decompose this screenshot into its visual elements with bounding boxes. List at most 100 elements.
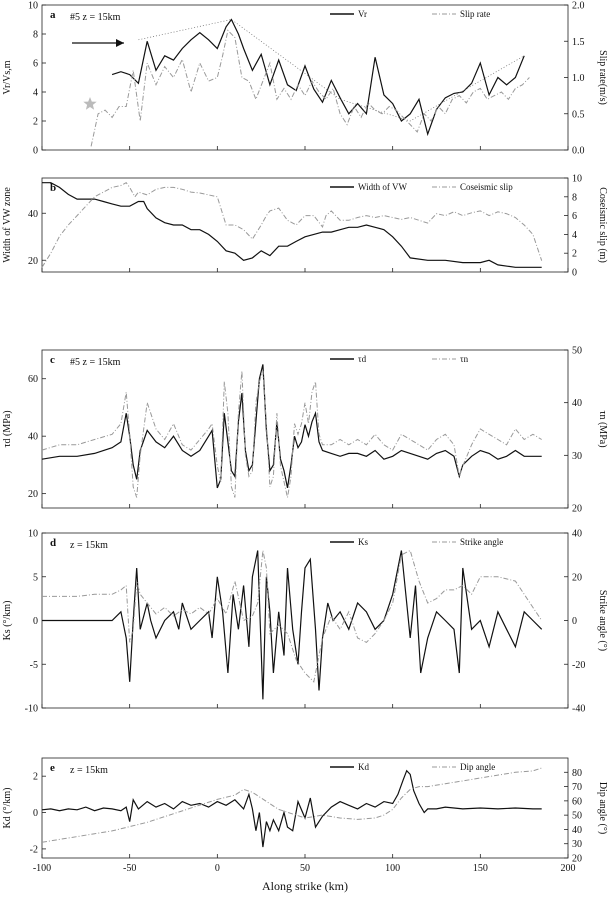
series-line-primary xyxy=(41,364,542,489)
x-tick-label: 150 xyxy=(473,863,488,874)
y-axis-label-right: Slip rate(m/s) xyxy=(597,50,608,105)
plot-frame xyxy=(41,4,569,151)
legend-label: Width of VW xyxy=(358,182,407,192)
left-tick-label: 10 xyxy=(28,1,38,12)
left-tick-label: 20 xyxy=(28,256,38,267)
left-tick-label: 40 xyxy=(28,432,38,443)
right-tick-label: -20 xyxy=(572,660,585,671)
series-line-primary xyxy=(111,18,525,137)
panel-annotation: z = 15km xyxy=(70,765,108,776)
right-tick-label: 1.5 xyxy=(572,37,585,48)
series-line-secondary xyxy=(41,182,543,268)
right-tick-label: 50 xyxy=(572,811,582,822)
left-tick-label: 20 xyxy=(28,489,38,500)
panel-letter: d xyxy=(50,537,56,549)
panel-annotation: z = 15km xyxy=(70,540,108,551)
right-tick-label: 2 xyxy=(572,249,577,260)
legend-label: Kd xyxy=(358,762,369,772)
series-line-secondary xyxy=(42,549,543,683)
series-line-primary xyxy=(42,550,543,700)
left-tick-label: -2 xyxy=(30,844,38,855)
legend-label: Ks xyxy=(358,537,368,547)
legend-label: τd xyxy=(358,354,367,364)
legend-label: Vr xyxy=(358,9,367,19)
left-tick-label: 6 xyxy=(33,59,38,70)
right-tick-label: 30 xyxy=(572,839,582,850)
left-tick-label: 8 xyxy=(33,30,38,41)
right-tick-label: 80 xyxy=(572,768,582,779)
right-tick-label: 1.0 xyxy=(572,73,585,84)
propagation-arrow-head xyxy=(116,39,124,47)
plot-frame xyxy=(41,532,569,709)
right-tick-label: 6 xyxy=(572,211,577,222)
left-tick-label: 0 xyxy=(33,808,38,819)
left-tick-label: 0 xyxy=(33,616,38,627)
panel-e: -100 -50 0 50 100 150 200 -2 0 2 20 30 40 50 60 70 80 Kd … xyxy=(2,757,608,874)
y-axis-label-right: Dip angle (°) xyxy=(597,782,608,834)
plot-frame xyxy=(41,177,569,273)
plot-frame xyxy=(41,349,569,509)
series-line-primary xyxy=(41,769,542,848)
y-axis-label-right: τn (MPa) xyxy=(597,410,608,447)
legend-label: Strike angle xyxy=(460,537,503,547)
panel-annotation: #5 z = 15km xyxy=(70,357,121,368)
series-line-secondary xyxy=(90,29,530,147)
hypocenter-star-icon xyxy=(83,97,97,110)
y-axis-label-right: Coseismic slip (m) xyxy=(597,187,608,263)
left-tick-label: 2 xyxy=(33,772,38,783)
rupture-front-envelope xyxy=(138,19,525,122)
right-tick-label: 4 xyxy=(572,230,577,241)
series-line-primary xyxy=(42,182,542,268)
right-tick-label: 0 xyxy=(572,616,577,627)
x-tick-label: 100 xyxy=(385,863,400,874)
y-axis-label-left: Vr/Vs,m xyxy=(2,60,13,94)
y-axis-label-right: Strike angle (°) xyxy=(597,590,608,651)
x-tick-label: 200 xyxy=(561,863,576,874)
y-axis-label-left: Width of VW zone xyxy=(2,187,13,263)
right-tick-label: 70 xyxy=(572,782,582,793)
right-tick-label: 8 xyxy=(572,192,577,203)
right-tick-label: 0.5 xyxy=(572,109,585,120)
right-tick-label: -40 xyxy=(572,704,585,715)
legend-label: Slip rate xyxy=(460,9,490,19)
left-tick-label: 40 xyxy=(28,209,38,220)
panel-letter: e xyxy=(50,762,55,774)
panel-letter: c xyxy=(50,354,55,366)
left-tick-label: 10 xyxy=(28,529,38,540)
right-tick-label: 50 xyxy=(572,346,582,357)
right-tick-label: 20 xyxy=(572,854,582,865)
left-tick-label: 4 xyxy=(33,88,38,99)
series-line-secondary xyxy=(41,767,542,843)
right-tick-label: 20 xyxy=(572,572,582,583)
right-tick-label: 0 xyxy=(572,268,577,279)
left-tick-label: -5 xyxy=(30,660,38,671)
series-line-secondary xyxy=(41,370,542,498)
x-tick-label: 50 xyxy=(300,863,310,874)
legend-label: Dip angle xyxy=(460,762,495,772)
panel-d: -10 -5 0 5 10 -40 -20 0 20 40 Ks (°/km) Strike angl… xyxy=(2,529,608,715)
left-tick-label: 2 xyxy=(33,117,38,128)
legend-label: τn xyxy=(460,354,469,364)
panel-a: 0 2 4 6 8 10 0.0 0.5 1.0 1.5 2.0 Vr/Vs,m Slip rate(m… xyxy=(2,1,608,157)
y-axis-label-left: Ks (°/km) xyxy=(2,601,13,641)
x-tick-label: 0 xyxy=(215,863,220,874)
right-tick-label: 40 xyxy=(572,398,582,409)
left-tick-label: 0 xyxy=(33,146,38,157)
right-tick-label: 40 xyxy=(572,825,582,836)
legend-label: Coseismic slip xyxy=(460,182,513,192)
right-tick-label: 30 xyxy=(572,451,582,462)
left-tick-label: 5 xyxy=(33,572,38,583)
right-tick-label: 20 xyxy=(572,504,582,515)
right-tick-label: 60 xyxy=(572,796,582,807)
panel-c: 20 40 60 20 30 40 50 τd (MPa) τn (MPa) c #5 z = 15… xyxy=(2,346,608,515)
panel-letter: b xyxy=(50,182,56,194)
panel-letter: a xyxy=(50,9,56,21)
panel-b: 20 40 0 2 4 6 8 10 Width of VW zone Coseismic sli… xyxy=(2,174,608,279)
y-axis-label-left: τd (MPa) xyxy=(2,410,13,447)
right-tick-label: 2.0 xyxy=(572,1,585,12)
left-tick-label: -10 xyxy=(25,704,38,715)
right-tick-label: 40 xyxy=(572,529,582,540)
x-tick-label: -100 xyxy=(33,863,51,874)
panel-annotation: #5 z = 15km xyxy=(70,12,121,23)
